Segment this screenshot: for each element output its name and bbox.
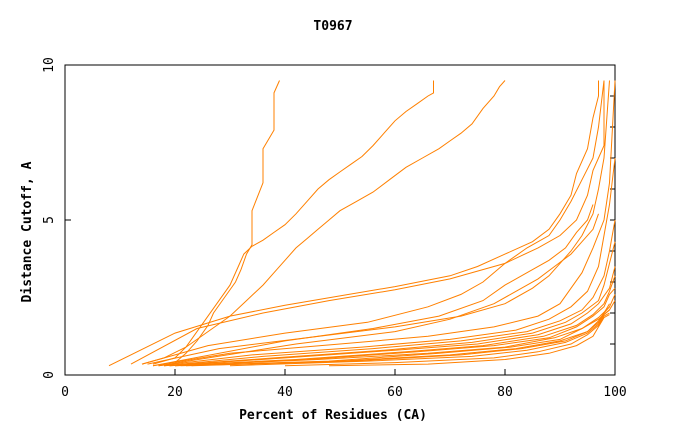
series-line-12 [169,266,616,367]
series-line-1 [152,80,434,365]
plot-frame [64,64,616,376]
series-line-3 [174,80,280,363]
series-line-4 [108,80,599,367]
series-line-21 [328,314,610,367]
series-line-14 [174,287,616,367]
series-line-2 [141,80,506,365]
series-line-7 [147,80,610,365]
series-line-19 [229,309,610,367]
series-line-23 [158,213,599,367]
y-axis-ticks: 0 5 10 [42,57,71,379]
series-line-8 [152,80,616,367]
y-tick-label: 5 [42,216,57,224]
x-tick-label: 60 [387,385,403,400]
x-axis-ticks: 0 20 40 60 80 100 [61,369,627,400]
x-tick-label: 40 [277,385,293,400]
series-layer [108,80,616,367]
chart-title: T0967 [313,19,352,34]
x-tick-label: 80 [497,385,513,400]
y-tick-label: 10 [42,57,57,73]
x-axis-label: Percent of Residues (CA) [239,408,427,423]
series-line-6 [141,80,605,365]
y-tick-label: 0 [42,371,57,379]
series-line-10 [163,219,616,367]
series-line-20 [284,312,610,367]
series-line-9 [158,157,616,367]
x-tick-label: 0 [61,385,69,400]
y-axis-label: Distance Cutoff, A [20,161,35,302]
x-tick-label: 100 [603,385,626,400]
series-line-11 [163,241,616,367]
series-line-5 [130,80,605,365]
series-line-22 [152,204,594,367]
x-tick-label: 20 [167,385,183,400]
series-line-18 [191,306,610,367]
series-line-13 [169,275,616,367]
